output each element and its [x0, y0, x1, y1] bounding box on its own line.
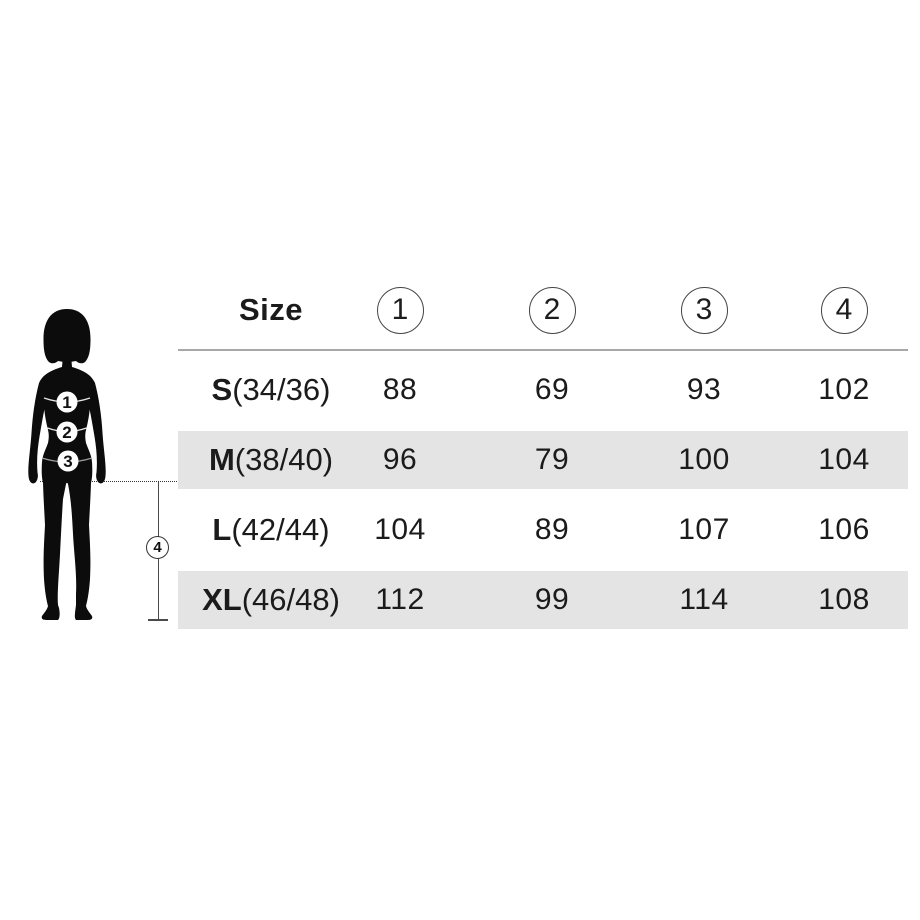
- cell-value: 99: [534, 583, 570, 616]
- cell-value: 102: [818, 373, 870, 406]
- row-label: L(42/44): [212, 512, 329, 548]
- measure-point-2-badge: 2: [56, 421, 78, 443]
- size-range: (42/44): [231, 512, 330, 547]
- size-code: M: [208, 442, 235, 477]
- size-column-header: Size: [238, 292, 304, 327]
- column-2-badge: 2: [528, 286, 576, 334]
- cell-value: 79: [534, 443, 570, 476]
- size-range: (38/40): [234, 442, 334, 477]
- dimension-line-end-cap: [148, 619, 168, 621]
- size-table: Size 1 2 3 4 S(34/36) 88 69 93 102 M(38/…: [178, 277, 908, 635]
- cell-value: 104: [818, 443, 870, 476]
- row-label: S(34/36): [212, 372, 331, 408]
- svg-text:3: 3: [63, 452, 72, 471]
- cell-value: 89: [534, 513, 570, 546]
- svg-text:2: 2: [62, 423, 71, 442]
- cell-value: 106: [818, 513, 870, 546]
- cell-value: 96: [382, 443, 418, 476]
- column-4-badge: 4: [820, 286, 868, 334]
- column-1-badge: 1: [376, 286, 424, 334]
- table-row-l: L(42/44) 104 89 107 106: [178, 495, 908, 565]
- row-label: XL(46/48): [202, 582, 340, 618]
- column-3-badge: 3: [680, 286, 728, 334]
- hip-level-dotted-line: [40, 481, 177, 482]
- table-row-m: M(38/40) 96 79 100 104: [178, 425, 908, 495]
- body-shape: [28, 355, 106, 620]
- svg-text:1: 1: [62, 393, 71, 412]
- cell-value: 93: [686, 373, 722, 406]
- cell-value: 108: [818, 583, 870, 616]
- cell-value: 88: [382, 373, 418, 406]
- size-code: XL: [202, 582, 242, 617]
- measure-point-3-badge: 3: [57, 450, 79, 472]
- cell-value: 114: [679, 583, 729, 616]
- table-header-row: Size 1 2 3 4: [178, 277, 908, 343]
- female-body-silhouette-icon: 1 2 3: [28, 309, 106, 620]
- measure-point-4-badge: 4: [146, 536, 169, 559]
- table-row-xl: XL(46/48) 112 99 114 108: [178, 565, 908, 635]
- cell-value: 69: [534, 373, 570, 406]
- cell-value: 112: [375, 583, 425, 616]
- head-hair-shape: [43, 309, 91, 364]
- size-range: (34/36): [232, 372, 331, 407]
- size-range: (46/48): [241, 582, 340, 617]
- table-row-s: S(34/36) 88 69 93 102: [178, 355, 908, 425]
- cell-value: 100: [678, 443, 730, 476]
- size-code: S: [211, 372, 233, 407]
- header-divider-line: [178, 349, 908, 351]
- size-code: L: [212, 512, 232, 547]
- cell-value: 104: [374, 513, 426, 546]
- cell-value: 107: [678, 513, 730, 546]
- measure-point-1-badge: 1: [56, 391, 78, 413]
- row-label: M(38/40): [209, 442, 333, 478]
